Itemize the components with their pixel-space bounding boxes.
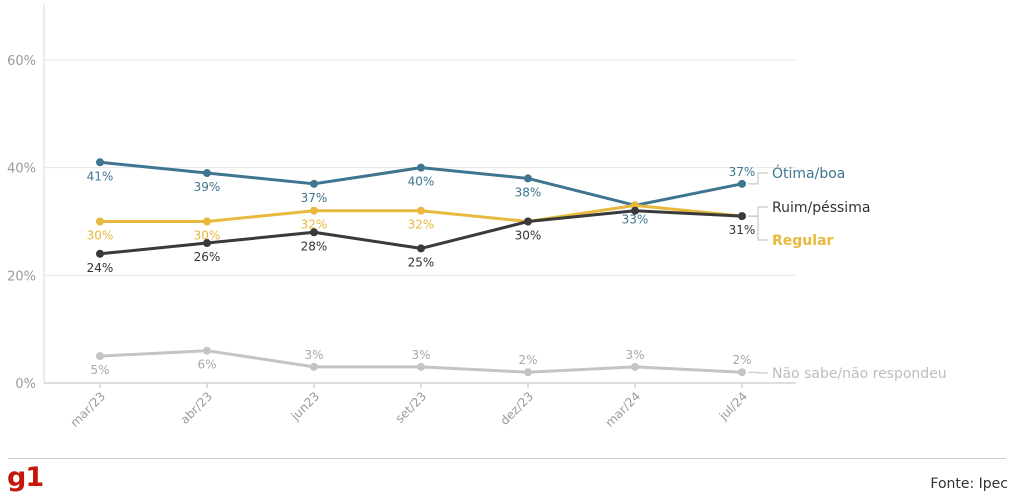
footer-divider xyxy=(8,458,1006,459)
data-point xyxy=(417,206,425,215)
data-label: 33% xyxy=(622,212,649,226)
g1-logo: g1 xyxy=(7,462,44,493)
data-label: 37% xyxy=(729,165,756,179)
data-label: 2% xyxy=(732,353,751,367)
data-point xyxy=(631,206,639,215)
data-point xyxy=(738,212,746,221)
data-label: 3% xyxy=(625,348,644,362)
legend-label: Regular xyxy=(772,233,834,249)
y-tick-label: 40% xyxy=(7,162,36,177)
data-label: 2% xyxy=(518,353,537,367)
data-point xyxy=(203,346,211,355)
data-point xyxy=(524,368,532,377)
x-tick-label: jul/24 xyxy=(716,389,750,423)
x-tick-label: dez/23 xyxy=(497,389,536,428)
data-point xyxy=(417,362,425,371)
data-label: 3% xyxy=(304,348,323,362)
legend-label: Ruim/péssima xyxy=(772,200,870,216)
data-label: 3% xyxy=(411,348,430,362)
legend-connector xyxy=(748,172,768,185)
x-tick-label: abr/23 xyxy=(177,389,215,427)
data-label: 40% xyxy=(408,175,435,189)
legend-label: Não sabe/não respondeu xyxy=(772,366,947,382)
line-chart: 0% 20% 40% 60% mar/23 abr/23 jun23 set/23 dez/23… xyxy=(7,4,947,430)
data-label: 6% xyxy=(197,358,216,372)
data-point xyxy=(310,179,318,188)
data-label: 41% xyxy=(87,169,114,183)
legend-label: Ótima/boa xyxy=(772,164,845,182)
x-tick-label: mar/23 xyxy=(68,389,109,430)
data-label: 26% xyxy=(194,250,221,264)
data-point xyxy=(524,217,532,226)
x-tick-label: jun23 xyxy=(288,389,323,424)
data-point xyxy=(203,239,211,248)
data-point xyxy=(738,179,746,188)
x-tick-label: mar/24 xyxy=(603,389,644,430)
data-point xyxy=(524,174,532,183)
data-point xyxy=(203,217,211,226)
data-label: 32% xyxy=(408,218,435,232)
data-label: 31% xyxy=(729,223,756,237)
data-label: 30% xyxy=(194,229,221,243)
data-label: 39% xyxy=(194,180,221,194)
source-note: Fonte: Ipec xyxy=(930,476,1008,492)
x-tick-label: set/23 xyxy=(393,389,430,426)
data-label: 38% xyxy=(515,185,542,199)
data-label: 5% xyxy=(90,363,109,377)
legend-connector xyxy=(748,371,768,374)
y-tick-label: 0% xyxy=(15,377,36,392)
data-label: 30% xyxy=(515,229,542,243)
data-point xyxy=(96,217,104,226)
data-point xyxy=(417,163,425,172)
data-point xyxy=(96,249,104,258)
data-label: 28% xyxy=(301,239,328,253)
data-point xyxy=(203,169,211,178)
data-point xyxy=(96,158,104,167)
data-label: 32% xyxy=(301,218,328,232)
data-point xyxy=(310,206,318,215)
data-point xyxy=(738,368,746,377)
data-point xyxy=(310,228,318,237)
data-label: 37% xyxy=(301,191,328,205)
data-label: 24% xyxy=(87,261,114,275)
data-label: 25% xyxy=(408,255,435,269)
data-point xyxy=(417,244,425,253)
y-tick-label: 60% xyxy=(7,54,36,69)
data-point xyxy=(310,362,318,371)
data-point xyxy=(96,352,104,361)
data-label: 30% xyxy=(87,229,114,243)
y-tick-label: 20% xyxy=(7,269,36,284)
data-point xyxy=(631,362,639,371)
legend-connector xyxy=(748,206,768,217)
